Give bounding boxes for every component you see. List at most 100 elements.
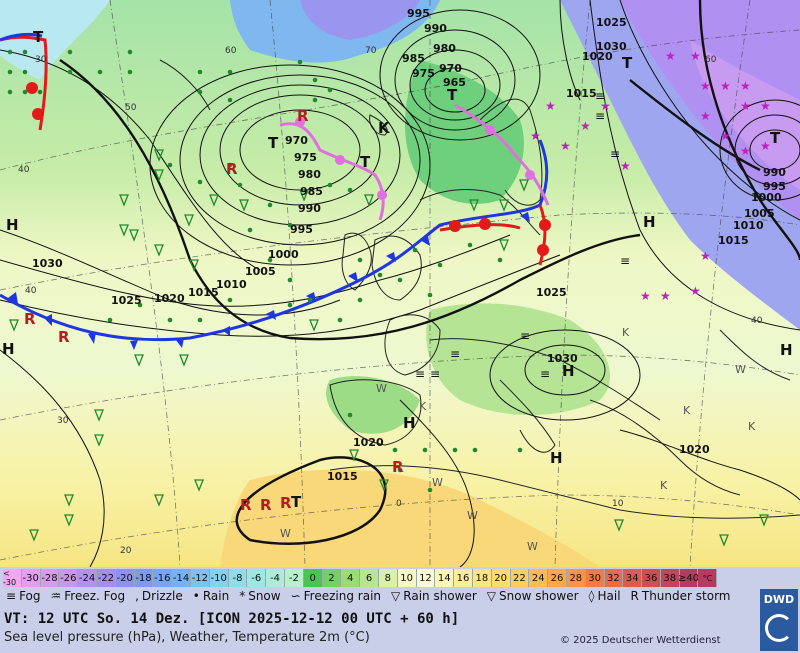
scale-box: ≥40	[678, 569, 699, 587]
temp-label: 40	[25, 286, 37, 296]
scale-box: 38	[660, 569, 680, 587]
temp-label: 40	[751, 316, 763, 326]
svg-text:★: ★	[720, 79, 731, 93]
scale-box: 18	[472, 569, 492, 587]
high-center: H	[550, 449, 563, 467]
cold-letter: K	[419, 400, 427, 413]
europe-green	[426, 303, 610, 415]
wx-legend-item: * Snow	[239, 589, 281, 603]
scale-box: 14	[435, 569, 455, 587]
occluded-front-b	[454, 103, 550, 206]
graticule	[0, 0, 800, 567]
pressure-label: 1025	[111, 294, 142, 307]
scale-box: 10	[397, 569, 417, 587]
scale-box: 0	[303, 569, 323, 587]
wx-icon: *	[239, 589, 246, 603]
cold-region-n-core	[300, 0, 420, 40]
scale-box: -8	[228, 569, 248, 587]
pressure-label: 995	[407, 7, 430, 20]
rain-dots	[7, 49, 523, 493]
svg-text:★: ★	[700, 79, 711, 93]
fog-symbols: ≡ ≡ ≡ ≡ ≡ ≡ ≡ ≡ ≡	[415, 89, 630, 381]
pressure-label: 1020	[154, 292, 185, 305]
warm-front-nw	[0, 35, 48, 131]
svg-text:★: ★	[660, 289, 671, 303]
high-center: H	[2, 340, 15, 358]
scale-box: 30	[585, 569, 605, 587]
pressure-label: 1000	[751, 191, 782, 204]
scale-box: -4	[266, 569, 285, 587]
svg-text:★: ★	[545, 99, 556, 113]
scandinavia-green	[405, 60, 524, 204]
wx-label: Snow	[248, 589, 281, 603]
svg-text:≡: ≡	[450, 347, 460, 361]
logo-text: DWD	[763, 593, 795, 606]
wx-legend-item: ♒ Freez. Fog	[51, 589, 126, 603]
temp-label: 30	[57, 416, 69, 426]
rain-showers	[9, 149, 769, 547]
cold-front-triangles	[8, 212, 530, 350]
cold-front-nw	[0, 32, 43, 42]
svg-text:R: R	[280, 494, 292, 512]
pressure-label: 1005	[245, 265, 276, 278]
scale-box: 34	[623, 569, 643, 587]
pressure-label: 965	[443, 76, 466, 89]
wx-label: Rain shower	[403, 589, 477, 603]
pressure-label: 1015	[566, 87, 597, 100]
wx-label: Rain	[202, 589, 230, 603]
temperature-color-scale: < -30 -30 -28 -26 -24 -22 -20 -18 -16 -14 -12 -10 -8…	[3, 569, 718, 589]
scale-box: 4	[341, 569, 361, 587]
weather-symbol-legend: ≡ Fog ♒ Freez. Fog, Drizzle • Rain * Snow ∽ Freezi…	[6, 589, 740, 603]
svg-text:★: ★	[760, 139, 771, 153]
svg-text:★: ★	[740, 144, 751, 158]
wx-legend-item: , Drizzle	[135, 590, 183, 602]
legend-panel: < -30 -30 -28 -26 -24 -22 -20 -18 -16 -14 -12 -10 -8…	[0, 567, 800, 653]
wx-icon: ▽	[391, 589, 401, 603]
scale-box: 6	[360, 569, 379, 587]
warm-letter: W	[735, 363, 746, 376]
pressure-label: 1020	[353, 436, 384, 449]
warm-letter: W	[280, 527, 291, 540]
pressure-label: 1005	[744, 207, 775, 220]
pressure-label: 1015	[718, 234, 749, 247]
scale-box: 26	[548, 569, 567, 587]
svg-text:★: ★	[690, 284, 701, 298]
wx-label: Fog	[19, 589, 41, 603]
cold-region-nw	[0, 0, 110, 80]
scale-box: 28	[566, 569, 586, 587]
scale-box: 8	[378, 569, 398, 587]
low-center: T	[622, 54, 633, 72]
cold-region-ne-deep	[690, 40, 800, 190]
map-description: Sea level pressure (hPa), Weather, Tempe…	[4, 630, 370, 645]
svg-text:≡: ≡	[520, 329, 530, 343]
low-center: T	[33, 28, 44, 46]
svg-text:R: R	[240, 496, 252, 514]
wx-icon: •	[192, 589, 200, 603]
wx-label: Snow shower	[499, 589, 579, 603]
wx-label: Freez. Fog	[64, 589, 126, 603]
svg-text:★: ★	[580, 119, 591, 133]
pressure-label: 985	[300, 185, 323, 198]
svg-text:R: R	[392, 458, 404, 476]
wx-legend-item: ∽ Freezing rain	[291, 590, 381, 602]
high-center: H	[643, 213, 656, 231]
wx-icon: ◊	[588, 589, 595, 603]
svg-text:★: ★	[560, 139, 571, 153]
wx-legend-item: ◊ Hail	[588, 589, 621, 603]
pressure-label: 990	[763, 166, 786, 179]
pressure-label: 995	[763, 180, 786, 193]
pressure-centers: T T T T T H H H H H H H T T K	[2, 28, 793, 511]
temp-label: 30	[35, 55, 47, 65]
snow-symbols: ★ ★ ★ ★ ★ ★ ★ ★ ★ ★ ★ ★ ★ ★ ★ ★ ★ ★ ★ ★ ★	[530, 49, 771, 303]
pressure-label: 1000	[268, 248, 299, 261]
pressure-label: 1015	[188, 286, 219, 299]
scale-box: -26	[59, 569, 79, 587]
svg-text:★: ★	[640, 289, 651, 303]
pressure-label: 970	[285, 134, 308, 147]
pressure-label: 1025	[536, 286, 567, 299]
wx-icon: R	[630, 589, 639, 603]
cold-region-ne-core	[620, 0, 800, 220]
warm-letter: W	[376, 382, 387, 395]
copyright: © 2025 Deutscher Wetterdienst	[560, 635, 721, 646]
